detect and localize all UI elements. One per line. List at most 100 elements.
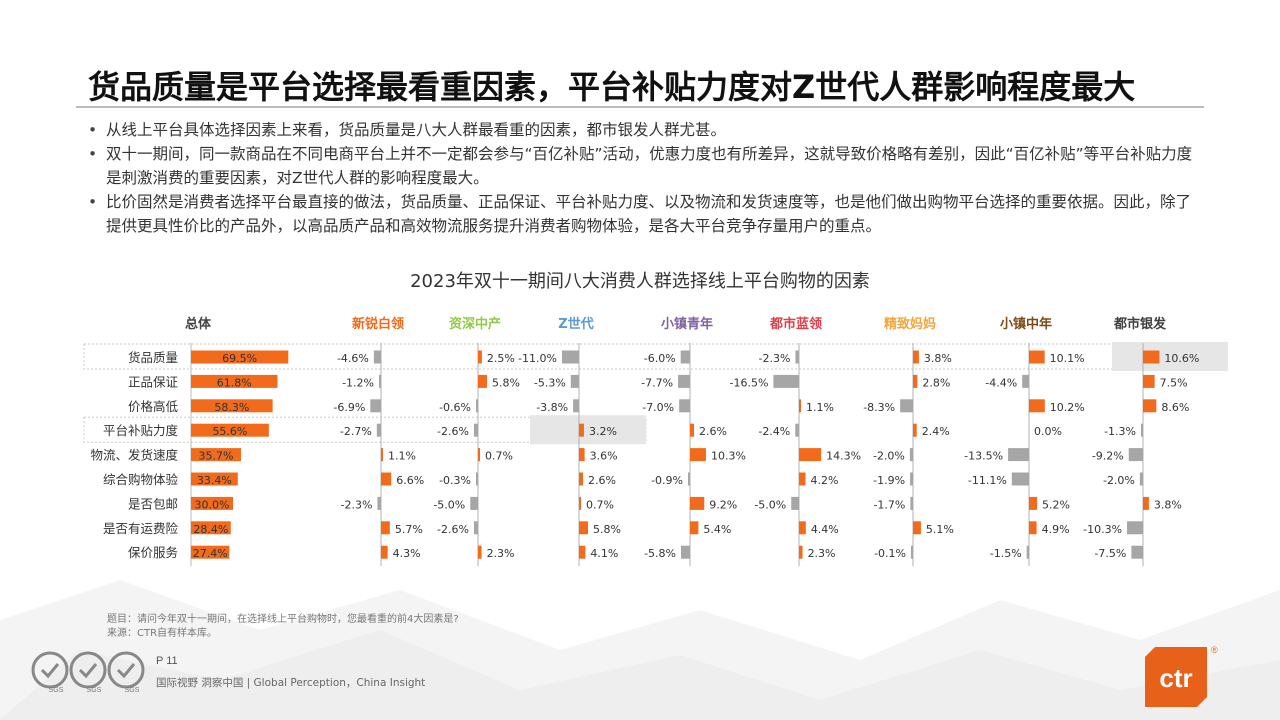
segment-header: 小镇青年 (661, 316, 713, 332)
segment-value-label: 2.5% (487, 352, 515, 365)
segment-bar (381, 545, 388, 559)
check-icon (116, 663, 136, 679)
segment-value-label: -6.9% (333, 401, 365, 414)
segment-bar (573, 399, 579, 413)
category-label: 综合购物体验 (103, 472, 179, 487)
segment-bar (909, 448, 913, 462)
segment-bar (373, 350, 381, 364)
segment-value-label: 6.6% (396, 474, 424, 487)
segment-bar (579, 448, 585, 462)
segment-value-label: -11.0% (518, 352, 557, 365)
segment-value-label: -1.5% (990, 547, 1022, 560)
segment-value-label: -7.7% (641, 376, 673, 389)
background-decoration (0, 580, 1280, 720)
segment-value-label: 4.2% (811, 474, 839, 487)
segment-bar (579, 423, 584, 437)
segment-bar (690, 448, 706, 462)
segment-bar (690, 423, 695, 437)
segment-value-label: -1.3% (1104, 425, 1136, 438)
segment-header: 都市银发 (1113, 316, 1167, 332)
segment-value-label: -16.5% (730, 376, 769, 389)
segment-bar (1143, 496, 1149, 510)
segment-value-label: 5.8% (593, 523, 621, 536)
registered-mark: ® (1211, 645, 1218, 655)
category-label: 是否包邮 (128, 496, 178, 511)
segment-bar (913, 374, 918, 388)
seal-label: SGS (125, 687, 140, 694)
segment-bar (579, 472, 584, 486)
segment-bar (799, 399, 801, 413)
segment-value-label: -2.0% (873, 450, 905, 463)
total-bar (191, 423, 269, 437)
highlight-row-subsidy (83, 416, 647, 443)
segment-bar (377, 496, 381, 510)
segment-value-label: 2.6% (699, 425, 727, 438)
footnote-question: 题目：请问今年双十一期间，在选择线上平台购物时，您最看重的前4大因素是? (107, 614, 459, 625)
segment-value-label: 2.3% (487, 547, 515, 560)
segment-header: 小镇中年 (1000, 316, 1052, 332)
segment-value-label: 8.6% (1161, 401, 1189, 414)
segment-value-label: 0.0% (1034, 425, 1062, 438)
segment-value-label: -1.7% (873, 498, 905, 511)
category-label: 物流、发货速度 (90, 448, 178, 463)
segment-bar (910, 472, 913, 486)
segment-bar (473, 423, 478, 437)
segment-bar (379, 374, 381, 388)
seal-ring (107, 651, 145, 689)
total-value-label: 58.3% (214, 401, 249, 414)
segment-bar (381, 448, 383, 462)
total-value-label: 61.8% (217, 376, 252, 389)
segment-value-label: 9.2% (709, 498, 737, 511)
segment-bar (473, 521, 478, 535)
segment-bar (791, 496, 799, 510)
segment-bar (1143, 350, 1160, 364)
segment-bar (799, 545, 803, 559)
total-bar (191, 496, 233, 510)
segment-value-label: -6.0% (644, 352, 676, 365)
segment-bar (476, 472, 478, 486)
segment-value-label: -13.5% (964, 450, 1003, 463)
segment-value-label: 5.8% (492, 376, 520, 389)
segment-bar (911, 545, 913, 559)
total-bar (191, 448, 241, 462)
segment-value-label: 3.8% (924, 352, 952, 365)
category-label: 平台补贴力度 (103, 423, 179, 438)
segment-value-label: 0.7% (485, 450, 513, 463)
segment-value-label: -2.0% (1103, 474, 1135, 487)
segment-bar (913, 423, 917, 437)
total-header: 总体 (185, 316, 212, 332)
segment-bar (910, 496, 913, 510)
segment-value-label: 3.2% (589, 425, 617, 438)
segment-value-label: -0.3% (439, 474, 471, 487)
segment-bar (1140, 423, 1143, 437)
segment-value-label: 1.1% (806, 401, 834, 414)
segment-bar (1029, 496, 1038, 510)
segment-value-label: -4.6% (337, 352, 369, 365)
segment-header: 都市蓝领 (769, 316, 822, 332)
segment-value-label: 5.7% (395, 523, 423, 536)
segment-bar (381, 521, 390, 535)
segment-value-label: 3.6% (590, 450, 618, 463)
segment-value-label: -7.0% (642, 401, 674, 414)
seal-label: SGS (87, 687, 102, 694)
segment-bar (795, 350, 799, 364)
segment-value-label: 4.1% (590, 547, 618, 560)
segment-value-label: -2.6% (437, 425, 469, 438)
segment-value-label: 5.1% (926, 523, 954, 536)
segment-value-label: 10.3% (711, 450, 746, 463)
seal-ring (31, 651, 69, 689)
segment-bar (1143, 399, 1157, 413)
segment-bar (1026, 545, 1029, 559)
segment-bar (773, 374, 799, 388)
segment-bar (1029, 399, 1045, 413)
seal-label: SGS (49, 687, 64, 694)
segment-value-label: 4.9% (1042, 523, 1070, 536)
total-value-label: 33.4% (197, 474, 232, 487)
segment-bar (913, 521, 921, 535)
total-bar (191, 472, 238, 486)
check-icon (78, 663, 98, 679)
segment-header: 新锐白领 (352, 316, 404, 332)
segment-value-label: -4.4% (985, 376, 1017, 389)
segment-value-label: 10.2% (1050, 401, 1085, 414)
segment-bar (681, 545, 690, 559)
